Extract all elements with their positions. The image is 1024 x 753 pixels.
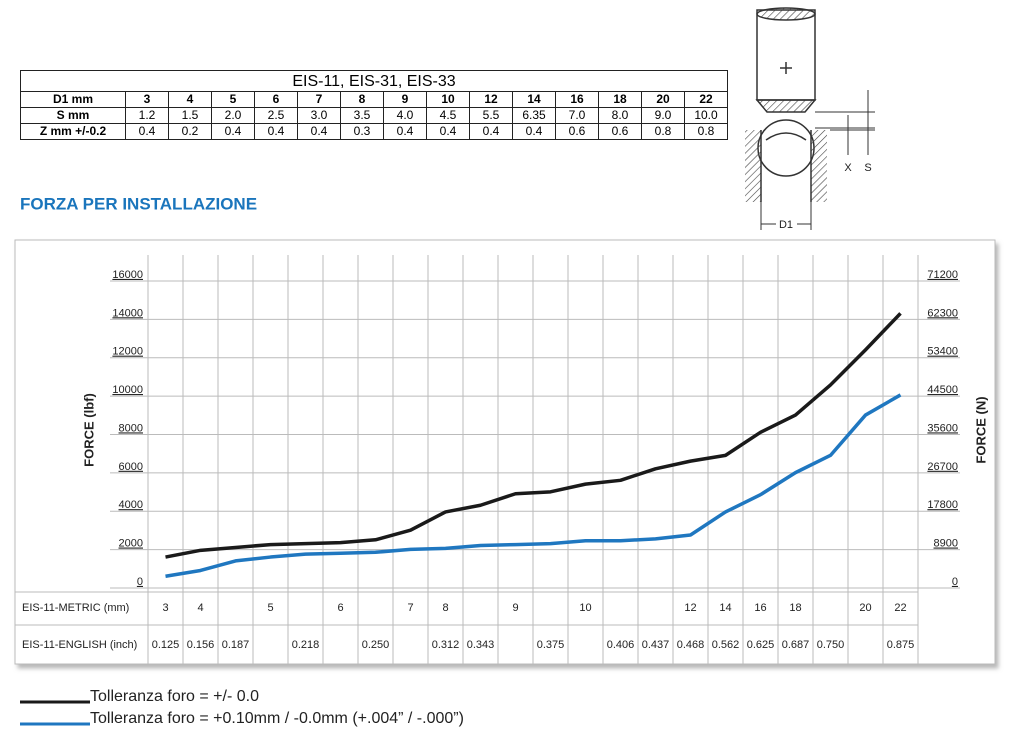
y2-tick-label: 62300 — [927, 307, 958, 319]
table-cell: 22 — [684, 91, 728, 108]
y-tick-label: 10000 — [112, 384, 143, 396]
heading: FORZA PER INSTALLAZIONE — [20, 194, 257, 213]
y-tick-label: 4000 — [119, 499, 143, 511]
table-cell: 0.6 — [555, 123, 599, 140]
table-cell: 0.8 — [684, 123, 728, 140]
table-cell: 3.0 — [297, 107, 341, 124]
x-tick-label: 0.156 — [187, 639, 215, 651]
x-tick-label: 0.406 — [607, 639, 635, 651]
diagram-label: S — [864, 162, 871, 174]
x-tick-label: 0.468 — [677, 639, 705, 651]
table-cell: 4.0 — [383, 107, 427, 124]
table-cell: 1.5 — [168, 107, 212, 124]
x-tick-label: 6 — [337, 602, 343, 614]
y2-tick-label: 35600 — [927, 422, 958, 434]
x-tick-label: 0.312 — [432, 639, 460, 651]
x-tick-label: 0.187 — [222, 639, 250, 651]
x-tick-label: 22 — [894, 602, 906, 614]
table-cell: 0.2 — [168, 123, 212, 140]
y-tick-label: 12000 — [112, 346, 143, 358]
table-cell: 8.0 — [598, 107, 642, 124]
diagram-label: D1 — [779, 219, 793, 231]
y2-axis-label: FORCE (N) — [973, 396, 988, 463]
table-cell: 6.35 — [512, 107, 556, 124]
y-tick-label: 0 — [137, 576, 143, 588]
y2-tick-label: 53400 — [927, 346, 958, 358]
y2-tick-label: 26700 — [927, 461, 958, 473]
y-tick-label: 16000 — [112, 269, 143, 281]
table-cell: 1.2 — [125, 107, 169, 124]
table-cell: 0.4 — [297, 123, 341, 140]
x-tick-label: 0.437 — [642, 639, 670, 651]
y-tick-label: 6000 — [119, 461, 143, 473]
table-cell: 0.4 — [512, 123, 556, 140]
table-cell: 0.4 — [211, 123, 255, 140]
y2-tick-label: 44500 — [927, 384, 958, 396]
y2-tick-label: 17800 — [927, 499, 958, 511]
x-tick-label: 4 — [197, 602, 203, 614]
table-cell: 20 — [641, 91, 685, 108]
x-tick-label: 18 — [789, 602, 801, 614]
x-tick-label: 20 — [859, 602, 871, 614]
table-cell: 0.3 — [340, 123, 384, 140]
table-row: D1 mm 3 4 5 6 7 8 9 10 12 14 16 18 20 22 — [20, 91, 728, 108]
table-cell: 0.8 — [641, 123, 685, 140]
series-line — [165, 393, 902, 578]
table-row: S mm 1.2 1.5 2.0 2.5 3.0 3.5 4.0 4.5 5.5 6.35 7.0 8.… — [20, 107, 728, 124]
table-row: Z mm +/-0.2 0.4 0.2 0.4 0.4 0.4 0.3 0.4 0.4 0.4 0.… — [20, 123, 728, 140]
x-tick-label: 14 — [719, 602, 731, 614]
x-tick-label: 0.750 — [817, 639, 845, 651]
legend-label: Tolleranza foro = +/- 0.0 — [90, 688, 259, 705]
y-tick-label: 14000 — [112, 307, 143, 319]
row-label: EIS-11-METRIC (mm) — [22, 602, 129, 614]
diagram-label: X — [844, 162, 852, 174]
y2-tick-label: 71200 — [927, 269, 958, 281]
series-line — [165, 312, 902, 559]
legend-label: Tolleranza foro = +0.10mm / -0.0mm (+.00… — [90, 710, 464, 727]
row-label: EIS-11-ENGLISH (inch) — [22, 639, 137, 651]
x-tick-label: 0.375 — [537, 639, 565, 651]
y2-tick-label: 0 — [952, 576, 958, 588]
table-cell: 2.0 — [211, 107, 255, 124]
x-tick-label: 0.875 — [887, 639, 915, 651]
diagram — [745, 7, 875, 230]
spec-table: EIS-11, EIS-31, EIS-33 D1 mm 3 4 5 6 7 8 9 10 12 14… — [20, 70, 728, 140]
y-tick-label: 8000 — [119, 422, 143, 434]
y2-tick-label: 8900 — [934, 538, 958, 550]
y-axis-label: FORCE (lbf) — [81, 393, 96, 467]
x-tick-label: 8 — [442, 602, 448, 614]
x-tick-label: 0.218 — [292, 639, 320, 651]
x-tick-label: 0.625 — [747, 639, 775, 651]
x-tick-label: 5 — [267, 602, 273, 614]
x-tick-label: 10 — [579, 602, 591, 614]
x-tick-label: 0.687 — [782, 639, 810, 651]
x-tick-label: 0.250 — [362, 639, 390, 651]
table-cell: 3.5 — [340, 107, 384, 124]
x-tick-label: 16 — [754, 602, 766, 614]
x-tick-label: 9 — [512, 602, 518, 614]
y-tick-label: 2000 — [119, 538, 143, 550]
x-tick-label: 0.343 — [467, 639, 495, 651]
x-tick-label: 12 — [684, 602, 696, 614]
table-cell: 0.6 — [598, 123, 642, 140]
x-tick-label: 0.125 — [152, 639, 180, 651]
x-tick-label: 3 — [162, 602, 168, 614]
x-tick-label: 7 — [407, 602, 413, 614]
x-tick-label: 0.562 — [712, 639, 740, 651]
row-label: Z mm +/-0.2 — [20, 123, 126, 140]
